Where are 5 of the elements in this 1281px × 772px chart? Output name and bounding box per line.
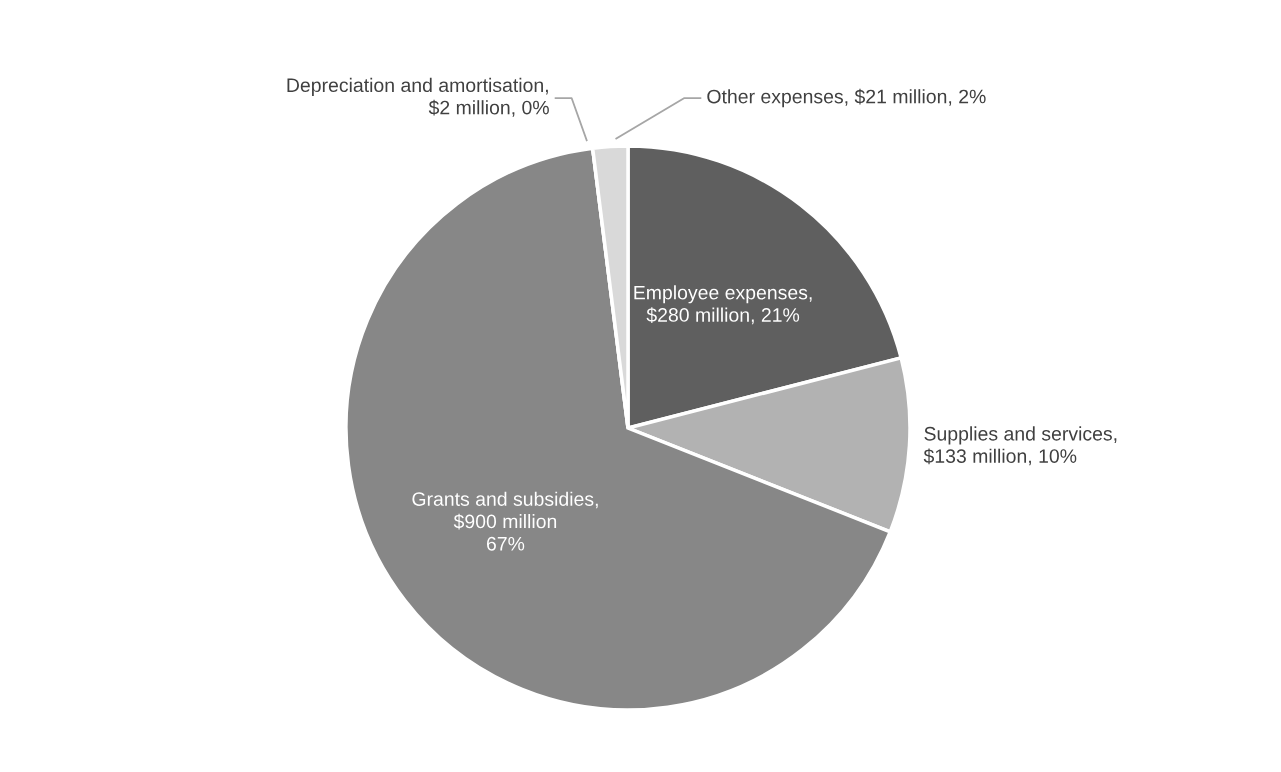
slice-label: Grants and subsidies, $900 million 67%: [412, 491, 598, 551]
slice-label: Employee expenses, $280 million, 21%: [634, 285, 812, 325]
category-label: Depreciation and amortisation, $2 million, 0%: [287, 77, 549, 117]
slice-label: Other expenses, $21 million, 2%: [707, 88, 986, 108]
slice-label: Supplies and services, $133 million, 10%: [923, 426, 1117, 466]
